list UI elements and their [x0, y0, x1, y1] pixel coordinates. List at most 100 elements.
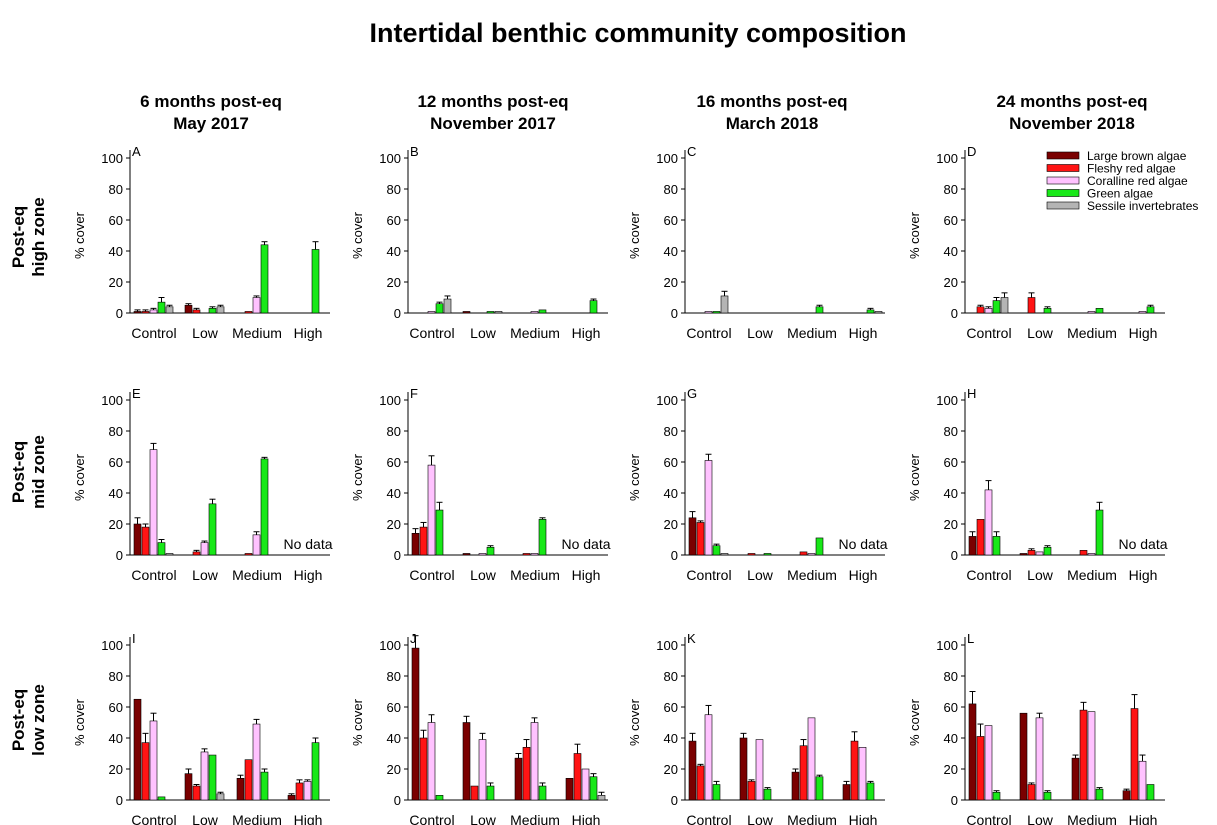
y-tick-label: 40: [387, 244, 401, 259]
x-tick-label: Low: [1027, 812, 1054, 825]
y-tick-label: 20: [664, 275, 678, 290]
x-tick-label: Low: [192, 812, 219, 825]
legend-entry: Fleshy red algae: [1087, 162, 1176, 176]
bar: [435, 795, 444, 801]
bar: [1138, 760, 1147, 801]
x-tick-label: Medium: [787, 567, 837, 583]
x-tick-label: Control: [966, 325, 1011, 341]
column-title-2-line1: 12 months post-eq: [417, 92, 568, 111]
panel-B: 0 20 40 60 80 100 % cover B Control Low Medium High: [350, 144, 608, 341]
column-title-3-line2: March 2018: [726, 114, 819, 133]
bar: [494, 311, 503, 314]
bar: [184, 773, 193, 801]
bar: [192, 309, 201, 314]
bar: [976, 519, 985, 556]
bar: [1095, 509, 1104, 556]
bar: [244, 553, 253, 556]
row-title-2-line1: Post-eq: [9, 441, 28, 503]
x-tick-label: Control: [409, 325, 454, 341]
bar: [1027, 550, 1036, 556]
y-tick-label: 0: [951, 548, 958, 563]
bar: [1035, 717, 1044, 801]
bar: [976, 736, 985, 801]
y-axis-label: % cover: [350, 453, 365, 501]
y-tick-label: 0: [671, 548, 678, 563]
bar: [688, 517, 697, 556]
bar: [252, 297, 261, 314]
x-tick-label: Medium: [232, 567, 282, 583]
bar: [807, 717, 816, 801]
x-tick-label: Medium: [1067, 812, 1117, 825]
x-tick-label: Low: [747, 567, 774, 583]
column-title-3-line1: 16 months post-eq: [696, 92, 847, 111]
x-tick-label: High: [294, 325, 323, 341]
y-tick-label: 40: [109, 486, 123, 501]
y-tick-label: 80: [664, 182, 678, 197]
y-tick-label: 100: [379, 151, 401, 166]
x-tick-label: Medium: [232, 325, 282, 341]
bar: [192, 551, 201, 556]
bar: [1087, 711, 1096, 801]
panel-letter: E: [132, 386, 141, 401]
bar: [1000, 297, 1009, 314]
bar: [184, 304, 193, 314]
bar: [149, 720, 158, 801]
y-tick-label: 40: [944, 486, 958, 501]
bar: [992, 300, 1001, 314]
panel-letter: D: [967, 144, 976, 159]
bar: [704, 460, 713, 556]
bar: [157, 796, 166, 801]
y-tick-label: 0: [394, 548, 401, 563]
y-tick-label: 60: [944, 700, 958, 715]
panel-letter: G: [687, 386, 697, 401]
bar: [1043, 308, 1052, 314]
bar: [435, 303, 444, 314]
x-tick-label: High: [1129, 812, 1158, 825]
panel-C: 0 20 40 60 80 100 % cover C Control Low Medium High: [627, 144, 885, 341]
legend-swatch: [1046, 176, 1080, 185]
y-tick-label: 0: [671, 306, 678, 321]
bar: [443, 298, 452, 314]
x-tick-label: High: [572, 325, 601, 341]
y-tick-label: 0: [951, 306, 958, 321]
bar: [192, 785, 201, 801]
bar: [1087, 553, 1096, 556]
row-title-1-line2: high zone: [29, 197, 48, 276]
panel-K: 0 20 40 60 80 100 % cover K Control Low Medium High: [627, 631, 885, 825]
x-tick-label: High: [849, 567, 878, 583]
bar: [1138, 311, 1147, 314]
x-tick-label: Medium: [1067, 325, 1117, 341]
no-data-label: No data: [1118, 536, 1167, 552]
x-tick-label: Medium: [510, 325, 560, 341]
bar: [992, 536, 1001, 556]
x-tick-label: High: [572, 567, 601, 583]
y-tick-label: 20: [664, 762, 678, 777]
bar: [1019, 712, 1028, 801]
legend-swatch: [1046, 189, 1080, 197]
bar: [1087, 311, 1096, 314]
x-tick-label: High: [849, 812, 878, 825]
y-tick-label: 0: [394, 793, 401, 808]
y-axis-label: % cover: [907, 698, 922, 746]
y-axis-label: % cover: [72, 453, 87, 501]
panel-H: 0 20 40 60 80 100 % cover H Control Low Medium High…: [907, 386, 1168, 583]
panel-letter: H: [967, 386, 976, 401]
y-tick-label: 60: [109, 700, 123, 715]
bar: [992, 791, 1001, 801]
bar: [1095, 308, 1104, 314]
column-title-1-line2: May 2017: [173, 114, 249, 133]
y-tick-label: 20: [109, 275, 123, 290]
y-tick-label: 60: [387, 455, 401, 470]
bar: [799, 745, 808, 801]
bar: [1146, 784, 1155, 801]
y-tick-label: 40: [944, 731, 958, 746]
y-tick-label: 20: [944, 275, 958, 290]
y-tick-label: 80: [109, 424, 123, 439]
bar: [589, 300, 598, 314]
x-tick-label: Control: [686, 325, 731, 341]
y-tick-label: 40: [387, 486, 401, 501]
bar: [303, 781, 312, 801]
bar: [522, 746, 531, 801]
x-tick-label: Control: [966, 812, 1011, 825]
x-tick-label: High: [294, 812, 323, 825]
